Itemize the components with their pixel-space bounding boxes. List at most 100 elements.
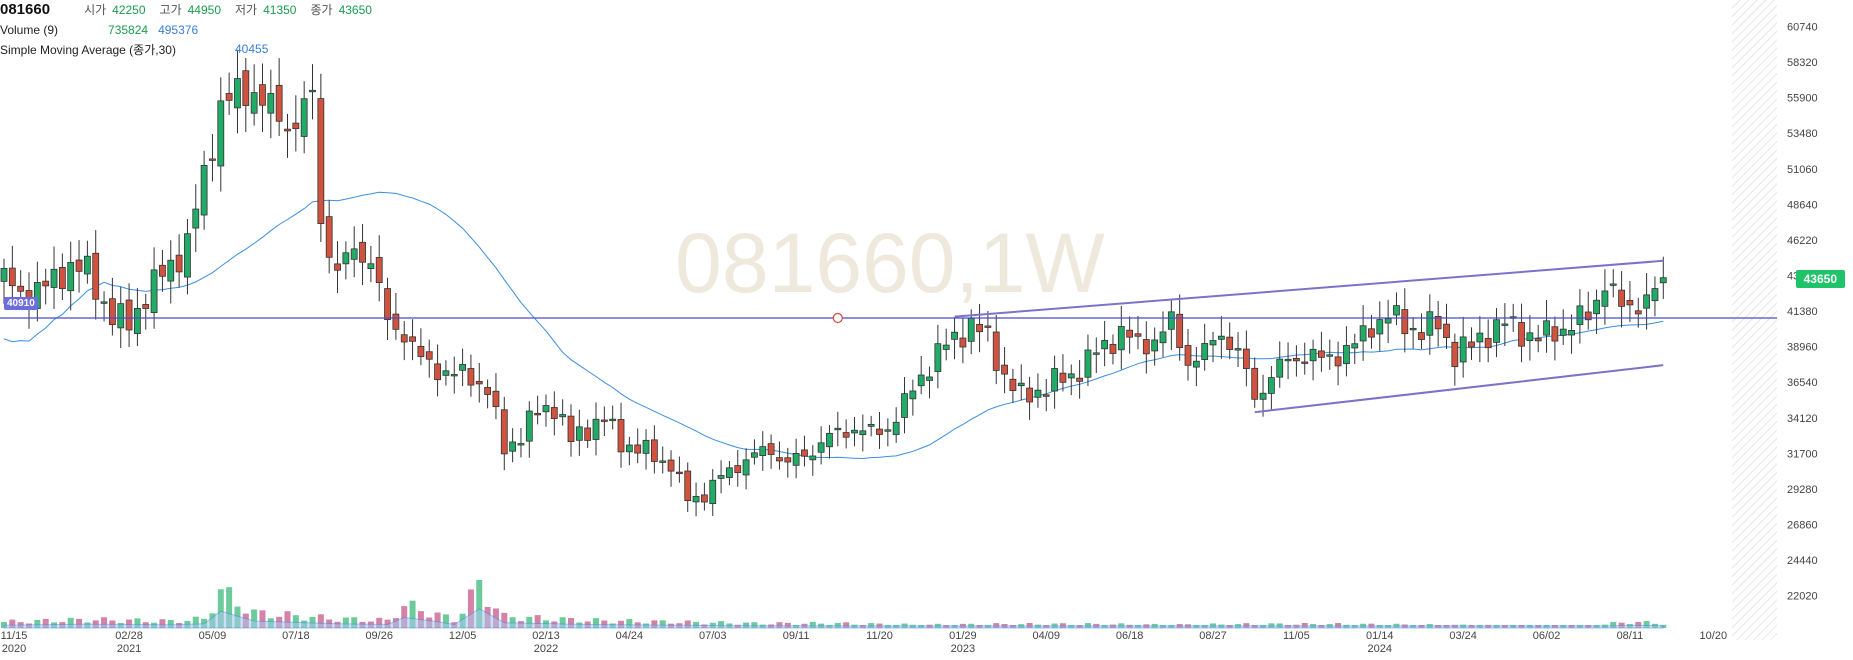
candle-down [1443, 323, 1450, 338]
candle-up [1409, 327, 1417, 331]
candle-up [717, 475, 725, 479]
candle [33, 261, 41, 322]
open-label: 시가 [84, 3, 107, 17]
candle [1051, 355, 1058, 409]
candle [8, 245, 16, 301]
candle-up [1376, 319, 1384, 335]
candle [792, 438, 800, 479]
candle-down [475, 380, 483, 385]
candle [1334, 341, 1342, 386]
candle-down [1059, 372, 1067, 383]
volume-indicator-label[interactable]: Volume (9) [0, 23, 59, 37]
symbol-label[interactable]: 081660 [0, 1, 51, 18]
candle [776, 441, 783, 470]
candle-up [450, 374, 458, 377]
candle-down [1001, 364, 1008, 375]
candle [459, 348, 466, 387]
candle-up [642, 439, 650, 454]
candle-up [1593, 299, 1600, 315]
candle-down [225, 93, 233, 101]
candle [50, 246, 58, 309]
volume-bar [259, 610, 266, 628]
candle [1393, 292, 1400, 326]
candle [409, 319, 416, 361]
volume-bar [434, 612, 441, 628]
candle-down [1042, 394, 1050, 397]
candle-down [992, 331, 1000, 371]
volume-bar [76, 618, 83, 628]
candle [1484, 319, 1492, 363]
candle-up [1526, 332, 1534, 342]
candle-down [434, 363, 441, 381]
volume-bar [1643, 621, 1650, 628]
volume-bar [843, 622, 850, 628]
candle [1601, 269, 1609, 325]
candle [1493, 308, 1500, 358]
time-tick-label: 05/09 [199, 630, 227, 642]
candle [1343, 326, 1350, 377]
candle [567, 404, 575, 457]
candle [100, 291, 108, 322]
volume-bar [743, 622, 750, 628]
candle-up [234, 78, 241, 109]
candle-down [701, 494, 708, 503]
candle [701, 482, 708, 511]
candle-up [1493, 319, 1500, 343]
candle [1092, 337, 1100, 374]
candle [726, 461, 733, 486]
volume-bar [226, 587, 233, 628]
candle-up [1067, 373, 1075, 379]
candle [1501, 303, 1509, 347]
volume-bar [467, 589, 474, 628]
candle-up [1601, 290, 1609, 307]
candle [1518, 303, 1525, 363]
price-tick-label: 55900 [1787, 93, 1818, 105]
candle [500, 396, 508, 471]
candle-up [1543, 320, 1550, 336]
open-value: 42250 [112, 3, 146, 17]
candle-up [1309, 348, 1317, 362]
candle-up [709, 479, 717, 505]
level-price-tag: 40910 [4, 297, 38, 310]
candle-down [1293, 357, 1300, 362]
candle-up [1459, 336, 1467, 363]
candle [859, 414, 867, 452]
candle [1101, 320, 1109, 367]
candle [359, 223, 366, 286]
candle [709, 469, 717, 516]
volume-bar [684, 620, 691, 628]
candle [1318, 331, 1325, 372]
candle [692, 482, 700, 517]
candle [734, 450, 742, 487]
candle [350, 226, 358, 278]
candle-down [1009, 378, 1017, 392]
candle-up [150, 269, 158, 314]
candle [1384, 299, 1392, 344]
volume-bar [376, 617, 383, 628]
candle [200, 150, 208, 230]
candle [1117, 305, 1125, 370]
price-axis[interactable]: 6074058320559005348051060486404622043800… [1787, 22, 1818, 603]
candle [534, 395, 542, 425]
candle-up [1017, 382, 1025, 387]
candle-up [525, 410, 533, 442]
candle-up [1576, 305, 1584, 325]
volume-bar [284, 611, 291, 628]
sma-indicator-label[interactable]: Simple Moving Average (종가,30) [0, 43, 176, 57]
alert-marker [832, 312, 843, 324]
candle-up [1167, 311, 1175, 330]
candle-down [1518, 322, 1525, 347]
candle-up [1092, 352, 1100, 355]
candle-up [726, 467, 733, 478]
candle-down [650, 439, 658, 462]
candle [475, 362, 483, 403]
candle-down [275, 84, 283, 122]
candle-down [1226, 336, 1234, 350]
ohlc-row: 081660 시가 42250 고가 44950 저가 41350 종가 436… [0, 0, 386, 20]
candle [92, 230, 100, 320]
candle [1293, 345, 1300, 377]
price-tick-label: 26860 [1787, 519, 1818, 531]
